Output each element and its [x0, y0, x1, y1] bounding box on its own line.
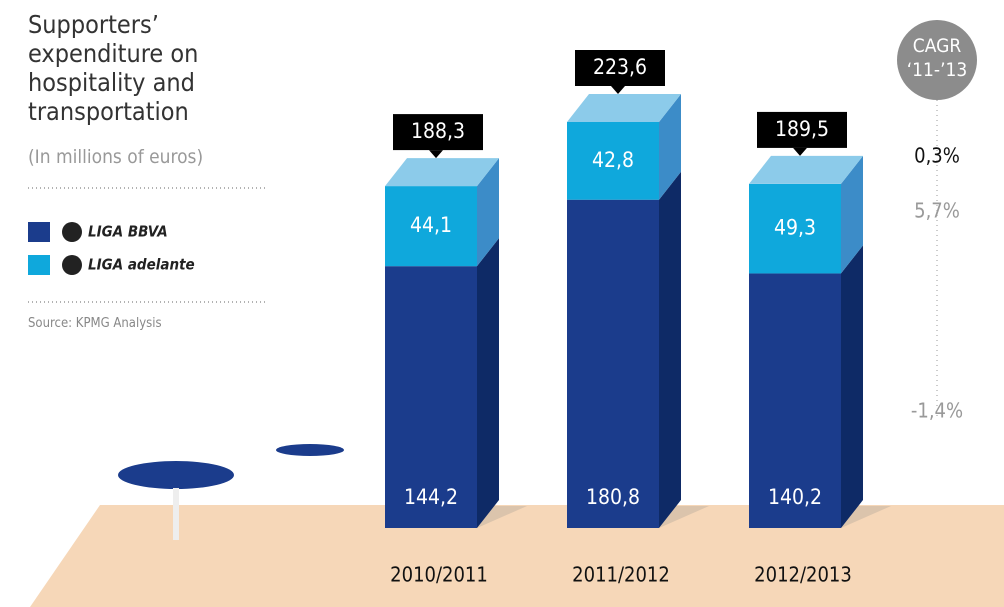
value-label: 44,1: [410, 213, 452, 237]
table-illustration: [118, 461, 234, 489]
total-label: 223,6: [593, 55, 647, 79]
total-pointer: [611, 86, 625, 94]
total-pointer: [429, 150, 443, 159]
bar-segment: [749, 183, 841, 274]
source: Source: KPMG Analysis: [28, 316, 162, 331]
bar-side: [477, 158, 499, 267]
value-label: 42,8: [592, 148, 634, 172]
total-box: [757, 111, 847, 148]
bar-top: [749, 155, 863, 184]
bar-segment: [749, 273, 841, 528]
total-pointer: [793, 147, 807, 156]
x-tick-label: 2011/2012: [572, 563, 670, 587]
bar-side: [659, 94, 681, 200]
floor: [30, 505, 1004, 607]
bar-side: [841, 155, 863, 274]
value-label: 144,2: [404, 485, 458, 509]
x-tick-label: 2012/2013: [754, 563, 852, 587]
total-label: 188,3: [411, 119, 465, 143]
bar-side: [841, 245, 863, 528]
total-box: [575, 50, 665, 86]
value-label: 180,8: [586, 485, 640, 509]
legend-label: LIGA adelante: [88, 256, 195, 274]
cagr-badge: [897, 20, 977, 100]
bar-segment: [567, 122, 659, 200]
cagr-value: 0,3%: [914, 144, 960, 168]
tray-illustration: [276, 444, 344, 456]
legend-label: LIGA BBVA: [88, 223, 168, 241]
cagr-value: -1,4%: [911, 399, 963, 423]
bar-segment: [567, 199, 659, 528]
legend-logo: [62, 255, 82, 275]
bar-top: [385, 158, 499, 187]
chart-title: Supporters’ expenditure on hospitality a…: [28, 10, 199, 126]
legend-swatch: [28, 222, 50, 242]
bar-segment: [385, 266, 477, 528]
legend-logo: [62, 222, 82, 242]
chart-subtitle: (In millions of euros): [28, 146, 204, 168]
legend-swatch: [28, 255, 50, 275]
cagr-title: CAGR ‘11-’13: [906, 35, 968, 81]
total-label: 189,5: [775, 117, 829, 141]
cagr-value: 5,7%: [914, 199, 960, 223]
total-box: [393, 114, 483, 151]
bar-side: [659, 171, 681, 528]
x-tick-label: 2010/2011: [390, 563, 488, 587]
bar-segment: [385, 186, 477, 267]
value-label: 140,2: [768, 485, 822, 509]
value-label: 49,3: [774, 216, 816, 240]
bar-top: [567, 94, 681, 122]
bar-side: [477, 238, 499, 528]
